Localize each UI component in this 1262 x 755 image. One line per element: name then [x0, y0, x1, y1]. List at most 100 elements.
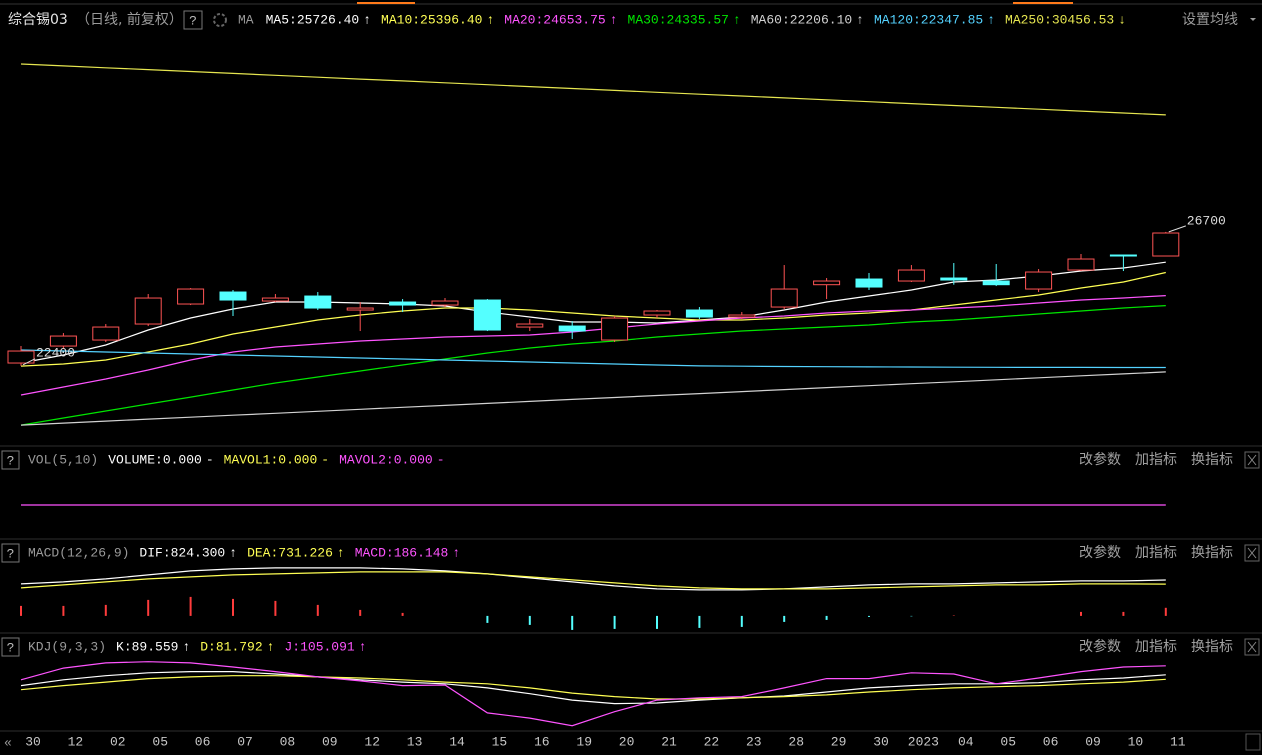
help-button[interactable] — [183, 10, 203, 30]
legend-trend: ↑ — [229, 545, 237, 560]
x-tick-label: 04 — [958, 734, 974, 749]
x-tick-label: 12 — [364, 734, 380, 749]
low-annotation: 22400 — [36, 345, 75, 360]
x-tick-label: 30 — [873, 734, 889, 749]
indicator-line — [20, 371, 1166, 426]
legend-entry: VOLUME:0.000 — [108, 452, 202, 467]
legend-entry: DIF:824.300 — [139, 545, 225, 560]
legend-trend: - — [321, 452, 329, 467]
indicator-line — [20, 675, 1166, 700]
indicator-line — [20, 305, 1166, 426]
period: （日线, 前复权） — [76, 11, 183, 28]
close-icon[interactable] — [1247, 454, 1257, 466]
ma-settings[interactable]: 设置均线 — [1182, 12, 1238, 28]
panel-button[interactable]: 加指标 — [1135, 452, 1177, 468]
x-tick-label: 30 — [25, 734, 41, 749]
main-header: 综合锡03 （日线, 前复权） ? MA 设置均线 — [8, 10, 1256, 30]
gear-icon[interactable] — [213, 13, 227, 27]
scroll-right[interactable] — [1245, 733, 1261, 751]
close-button[interactable] — [1244, 638, 1260, 656]
candle-body — [728, 314, 756, 318]
candle-body — [7, 350, 35, 364]
legend-trend: ↑ — [733, 12, 741, 27]
panel-button[interactable]: 改参数 — [1079, 451, 1121, 468]
annotation-arrow — [1168, 225, 1186, 233]
x-tick-label: 21 — [661, 734, 677, 749]
legend-trend: - — [437, 452, 445, 467]
legend-entry: MACD:186.148 — [355, 545, 449, 560]
panel-button[interactable]: 加指标 — [1135, 545, 1177, 561]
candle-body — [177, 288, 205, 305]
legend-trend: ↑ — [452, 545, 460, 560]
panel-title: MACD(12,26,9) — [28, 545, 129, 560]
help-button[interactable] — [1, 543, 20, 563]
legend-entry: MA30:24335.57 — [628, 12, 729, 27]
candle-body — [1025, 271, 1053, 290]
x-tick-label: 05 — [152, 734, 168, 749]
panel-button[interactable]: 改参数 — [1079, 544, 1121, 561]
legend-trend: ↓ — [1118, 12, 1126, 27]
help-icon[interactable]: ? — [189, 13, 197, 28]
x-tick-label: 06 — [195, 734, 211, 749]
candle-body — [389, 301, 417, 306]
candle-body — [304, 295, 332, 309]
close-icon[interactable] — [1247, 641, 1257, 653]
close-button[interactable] — [1244, 451, 1260, 469]
panel-button[interactable]: 改参数 — [1079, 638, 1121, 655]
help-icon[interactable]: ? — [7, 640, 15, 655]
help-button[interactable] — [1, 450, 20, 470]
legend-entry: MA250:30456.53 — [1005, 12, 1114, 27]
indicator-line — [20, 295, 1166, 396]
x-tick-label: 11 — [1170, 734, 1186, 749]
indicator-line — [20, 271, 1166, 367]
close-button[interactable] — [1244, 544, 1260, 562]
help-icon[interactable]: ? — [7, 453, 15, 468]
candle-body — [897, 269, 925, 282]
symbol: 综合锡03 — [8, 12, 68, 28]
panel-button[interactable]: 换指标 — [1191, 638, 1233, 655]
indicator-line — [20, 567, 1166, 591]
x-tick-label: 28 — [788, 734, 804, 749]
panel-button[interactable]: 换指标 — [1191, 544, 1233, 561]
candle-body — [431, 300, 459, 306]
candle-body — [134, 297, 162, 325]
x-tick-label: 23 — [746, 734, 762, 749]
legend-entry: MA120:22347.85 — [874, 12, 983, 27]
panel-button[interactable]: 加指标 — [1135, 639, 1177, 655]
legend-trend: ↑ — [267, 639, 275, 654]
help-button[interactable] — [1, 637, 20, 657]
candle-body — [813, 280, 841, 286]
top-tabs — [0, 2, 1262, 5]
close-icon[interactable] — [1247, 547, 1257, 559]
help-icon[interactable]: ? — [7, 546, 15, 561]
legend-entry: J:105.091 — [284, 639, 354, 654]
legend-trend: - — [206, 452, 214, 467]
candle-body — [940, 277, 968, 281]
legend-trend: ↑ — [182, 639, 190, 654]
x-tick-label: 22 — [704, 734, 720, 749]
legend-entry: MA20:24653.75 — [504, 12, 605, 27]
x-tick-label: 07 — [237, 734, 253, 749]
indicator-line — [20, 571, 1166, 590]
candle-body — [1152, 232, 1180, 257]
candle-body — [685, 309, 713, 318]
candle-body — [516, 323, 544, 328]
panel-button[interactable]: 换指标 — [1191, 451, 1233, 468]
x-tick-label: 10 — [1128, 734, 1144, 749]
legend-entry: K:89.559 — [116, 639, 178, 654]
indicator-line — [20, 661, 1166, 727]
legend-entry: DEA:731.226 — [247, 545, 333, 560]
x-tick-label: 12 — [68, 734, 84, 749]
candle-body — [855, 278, 883, 288]
candle-body — [473, 299, 501, 331]
legend-trend: ↑ — [856, 12, 864, 27]
x-tick-label: 06 — [1043, 734, 1059, 749]
legend-entry: MA10:25396.40 — [381, 12, 482, 27]
indicator-line — [20, 349, 1166, 369]
footer-controls: « — [4, 733, 1261, 751]
scroll-left[interactable]: « — [4, 735, 12, 750]
candle-body — [601, 317, 629, 341]
dropdown-arrow[interactable] — [1250, 18, 1256, 21]
legend-trend: ↑ — [337, 545, 345, 560]
legend-trend: ↑ — [610, 12, 618, 27]
